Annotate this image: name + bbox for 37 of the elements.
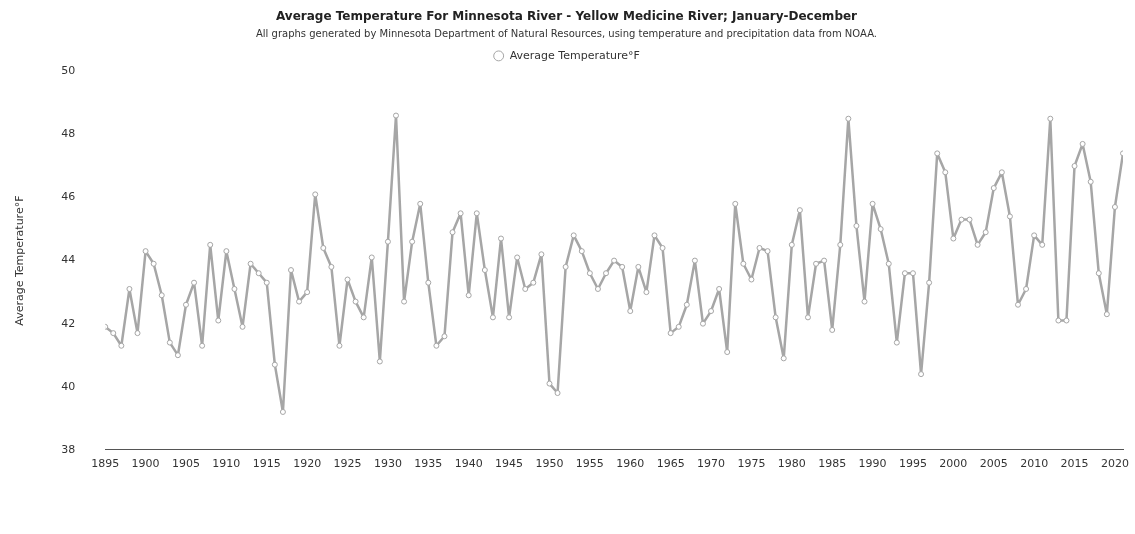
- x-tick-label: 1955: [575, 457, 604, 471]
- x-tick-label: 1960: [616, 457, 645, 471]
- chart-subtitle: All graphs generated by Minnesota Department of Natural Resources, using temperature and precipitation data from NOAA.: [256, 27, 877, 39]
- y-axis-title: Average Temperature°F: [13, 195, 27, 326]
- x-tick-label: 1965: [656, 457, 685, 471]
- y-tick-label: 50: [61, 64, 76, 78]
- x-tick-label: 1970: [697, 457, 726, 471]
- y-tick-label: 48: [61, 127, 76, 141]
- legend-label: Average Temperature°F: [509, 48, 640, 62]
- x-tick-label: 1940: [454, 457, 483, 471]
- x-tick-label: 1920: [293, 457, 322, 471]
- x-tick-label: 2010: [1020, 457, 1049, 471]
- y-tick-label: 40: [61, 379, 76, 393]
- x-tick-label: 1990: [858, 457, 887, 471]
- x-tick-label: 1900: [131, 457, 160, 471]
- x-tick-label: 2020: [1100, 457, 1129, 471]
- x-tick-label: 1945: [495, 457, 524, 471]
- x-tick-label: 1950: [535, 457, 564, 471]
- x-tick-label: 1925: [333, 457, 362, 471]
- x-tick-label: 1910: [212, 457, 241, 471]
- y-tick-label: 44: [61, 253, 76, 267]
- y-tick-label: 42: [61, 316, 76, 330]
- x-tick-label: 2005: [979, 457, 1008, 471]
- x-tick-label: 1895: [91, 457, 120, 471]
- x-tick-label: 1915: [252, 457, 281, 471]
- chart-title: Average Temperature For Minnesota River - Yellow Medicine River; January-December: [275, 9, 858, 24]
- x-tick-label: 1930: [373, 457, 402, 471]
- x-tick-label: 1905: [171, 457, 200, 471]
- y-tick-label: 46: [61, 190, 76, 204]
- x-tick-label: 2015: [1060, 457, 1089, 471]
- x-tick-label: 1980: [777, 457, 806, 471]
- x-tick-label: 2000: [939, 457, 968, 471]
- x-tick-label: 1935: [414, 457, 443, 471]
- y-tick-label: 38: [61, 442, 76, 456]
- x-tick-label: 1995: [898, 457, 927, 471]
- x-tick-label: 1975: [737, 457, 766, 471]
- x-tick-label: 1985: [818, 457, 847, 471]
